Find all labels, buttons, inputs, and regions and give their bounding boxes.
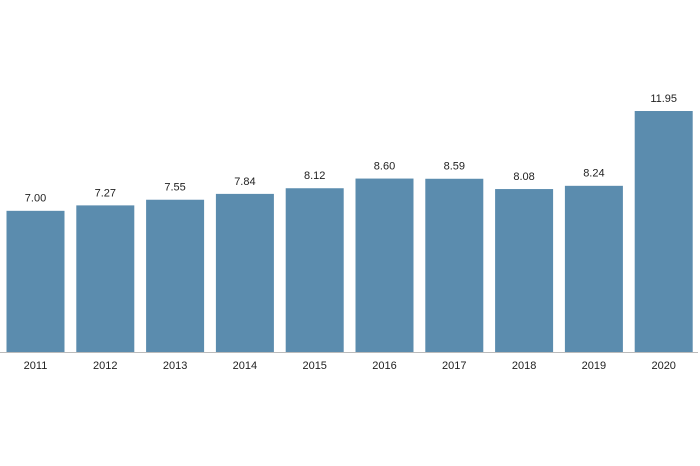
x-tick-label: 2011 bbox=[24, 360, 48, 372]
value-label: 8.60 bbox=[374, 160, 395, 172]
value-label: 8.08 bbox=[513, 171, 534, 183]
x-tick-label: 2015 bbox=[302, 360, 326, 372]
bar bbox=[6, 210, 65, 352]
x-tick-label: 2012 bbox=[93, 360, 117, 372]
value-label: 7.00 bbox=[25, 193, 46, 205]
x-tick-label: 2018 bbox=[512, 360, 536, 372]
x-tick-label: 2013 bbox=[163, 360, 187, 372]
x-tick-label: 2016 bbox=[372, 360, 396, 372]
bar bbox=[215, 193, 274, 352]
x-tick-label: 2017 bbox=[442, 360, 466, 372]
value-label: 7.84 bbox=[234, 176, 255, 188]
value-label: 11.95 bbox=[650, 93, 677, 105]
value-label: 8.24 bbox=[583, 168, 604, 180]
bar bbox=[495, 189, 554, 352]
bar bbox=[146, 199, 205, 352]
value-label: 7.55 bbox=[164, 182, 185, 194]
bar bbox=[564, 185, 623, 352]
value-label: 7.27 bbox=[95, 187, 116, 199]
value-label: 8.59 bbox=[444, 161, 465, 173]
x-tick-label: 2019 bbox=[582, 360, 606, 372]
x-tick-label: 2020 bbox=[651, 360, 675, 372]
bar bbox=[425, 178, 484, 352]
x-tick-label: 2014 bbox=[233, 360, 257, 372]
value-label: 8.12 bbox=[304, 170, 325, 182]
bar bbox=[634, 111, 693, 352]
bar bbox=[76, 205, 135, 352]
bar bbox=[285, 188, 344, 352]
bar bbox=[355, 178, 414, 352]
